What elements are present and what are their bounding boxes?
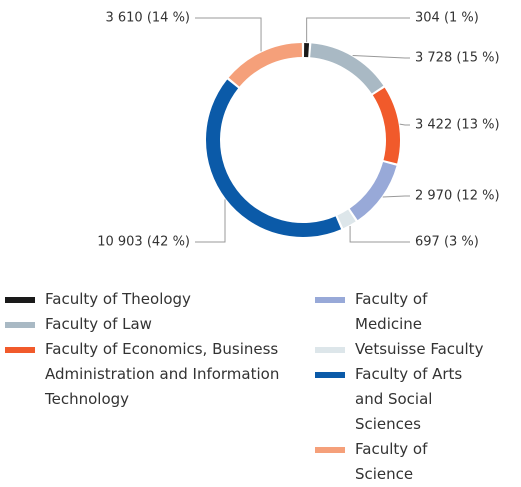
value-label: 3 610 (14 %) [105,11,190,26]
leader-line [350,226,410,242]
legend-item: Faculty of Theology [5,287,295,312]
value-label: 697 (3 %) [415,235,479,250]
donut-segment [379,91,393,161]
legend-swatch [315,372,345,378]
leader-line [307,18,410,42]
legend-item: Faculty of Arts and Social Sciences [315,362,490,437]
value-label: 3 422 (13 %) [415,118,500,133]
legend-swatch [315,297,345,303]
legend: Faculty of Medicine Vetsuisse Faculty Facu… [315,287,490,487]
leader-line [353,56,410,58]
donut-segment [340,216,352,222]
page: 304 (1 %) 3 728 (15 %) 3 422 (13 %) 2 970 (… [0,0,521,411]
legend-item: Vetsuisse Faculty [315,337,490,362]
leader-line [400,124,410,125]
legend-label: Faculty of Law [45,315,152,333]
legend-swatch [5,297,35,303]
legend-item: Faculty of Economics, Business Administr… [5,337,295,412]
donut-segment [354,164,390,214]
legend-item: Faculty of Medicine [315,287,490,337]
legend-label: Faculty of Arts and Social Sciences [355,365,462,433]
value-label: 2 970 (12 %) [415,189,500,204]
legend-swatch [5,322,35,328]
leader-line [383,196,410,197]
legend-swatch [315,347,345,353]
legend-item: Faculty of Science [315,437,490,487]
legend: Faculty of Theology Faculty of Law Faculty… [5,287,295,412]
legend-label: Faculty of Economics, Business Administr… [45,340,279,408]
legend-label: Faculty of Science [355,440,427,483]
leader-line [195,199,225,242]
legend-swatch [5,347,35,353]
legend-swatch [315,447,345,453]
legend-label: Vetsuisse Faculty [355,340,483,358]
chart: 304 (1 %) 3 728 (15 %) 3 422 (13 %) 2 970 (… [0,0,521,285]
value-label: 10 903 (42 %) [97,235,190,250]
value-label: 304 (1 %) [415,11,479,26]
legend-label: Faculty of Medicine [355,290,427,333]
donut-segment [213,84,338,230]
value-label: 3 728 (15 %) [415,51,500,66]
legend-label: Faculty of Theology [45,290,191,308]
legend-item: Faculty of Law [5,312,295,337]
donut-segment [234,50,302,82]
leader-line [195,18,261,51]
